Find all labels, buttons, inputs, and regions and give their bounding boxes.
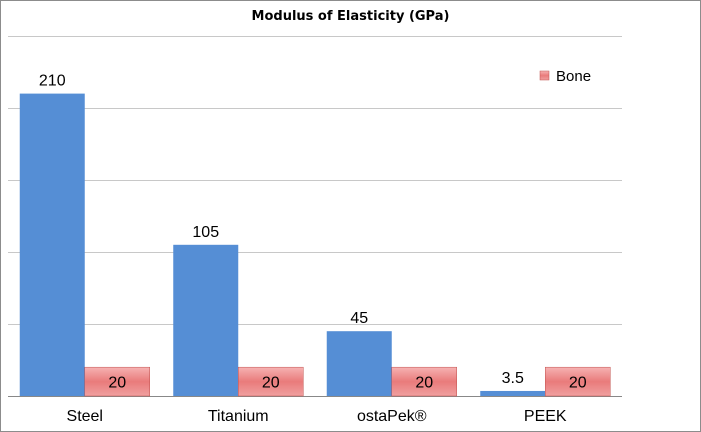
legend: Bone [539, 68, 591, 85]
data-label-bone: 20 [108, 375, 126, 392]
bar-material [326, 331, 392, 396]
legend-swatch-bone [539, 70, 550, 81]
data-label-bone: 20 [569, 375, 587, 392]
data-label-material: 105 [192, 224, 219, 241]
x-tick-label: ostaPek® [357, 408, 427, 425]
x-tick-label: Steel [67, 408, 103, 425]
bar-bone [84, 366, 150, 397]
bar-material [19, 93, 85, 396]
bar-material [173, 244, 239, 396]
legend-label-bone: Bone [556, 68, 591, 85]
chart-title: Modulus of Elasticity (GPa) [251, 9, 450, 24]
data-label-material: 45 [350, 310, 368, 327]
bar-bone [545, 366, 611, 397]
bar-material [480, 390, 546, 396]
x-tick-label: PEEK [524, 408, 567, 425]
x-tick-label: Titanium [208, 408, 269, 425]
data-label-bone: 20 [415, 375, 433, 392]
data-label-material: 210 [39, 73, 66, 90]
bar-bone [391, 366, 457, 397]
bar-bone [238, 366, 304, 397]
data-label-material: 3.5 [502, 370, 524, 387]
data-label-bone: 20 [262, 375, 280, 392]
